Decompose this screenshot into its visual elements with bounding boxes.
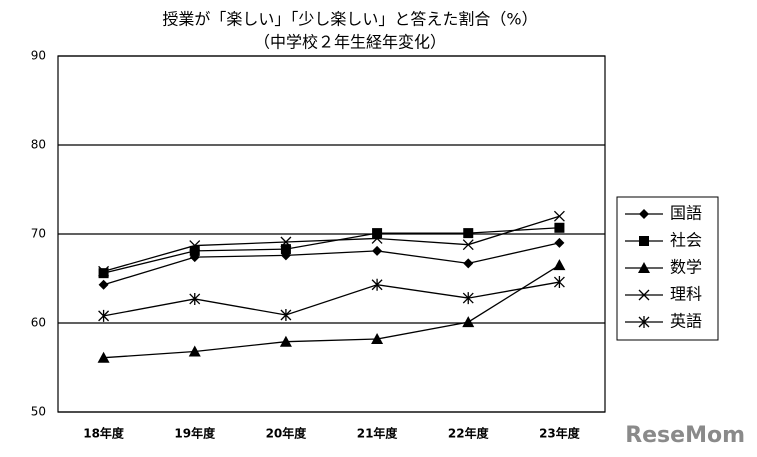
marker	[372, 228, 383, 239]
legend-marker	[638, 262, 650, 273]
marker	[554, 222, 565, 233]
legend-marker	[639, 209, 649, 219]
x-tick-label: 19年度	[174, 426, 216, 441]
marker	[280, 236, 292, 248]
legend-label: 数学	[670, 258, 702, 277]
series-line	[103, 215, 560, 273]
marker	[98, 309, 110, 322]
marker	[98, 279, 109, 290]
y-tick-label: 70	[31, 227, 46, 241]
marker	[189, 292, 201, 305]
marker	[553, 210, 565, 222]
marker	[189, 245, 200, 256]
marker	[462, 316, 475, 328]
watermark: ReseMom	[625, 423, 745, 448]
marker	[554, 237, 565, 248]
legend-marker	[638, 289, 650, 301]
marker	[279, 335, 292, 347]
y-tick-label: 80	[31, 138, 46, 152]
series-line	[103, 264, 560, 359]
x-tick-label: 23年度	[539, 426, 581, 441]
marker	[462, 239, 474, 251]
marker	[462, 292, 474, 305]
legend-label: 英語	[670, 312, 702, 331]
legend-marker	[638, 316, 650, 328]
marker	[97, 351, 110, 363]
chart-subtitle: （中学校２年生経年変化）	[254, 33, 446, 52]
x-tick-label: 20年度	[266, 426, 308, 441]
marker	[98, 268, 109, 279]
marker	[189, 252, 200, 263]
marker	[371, 232, 383, 244]
legend-label: 理科	[670, 285, 702, 304]
x-tick-label: 21年度	[357, 426, 399, 441]
marker	[280, 244, 291, 255]
legend-label: 国語	[670, 204, 702, 223]
y-tick-label: 50	[31, 405, 46, 419]
marker	[189, 240, 201, 252]
marker	[463, 258, 474, 269]
marker	[371, 278, 383, 291]
series-line	[103, 242, 560, 286]
legend-label: 社会	[670, 231, 702, 250]
marker	[98, 265, 110, 277]
marker	[371, 333, 384, 345]
chart-title: 授業が「楽しい」「少し楽しい」と答えた割合（%）	[162, 10, 537, 29]
series-line	[103, 281, 560, 317]
x-tick-label: 22年度	[448, 426, 490, 441]
marker	[463, 228, 474, 239]
x-tick-label: 18年度	[83, 426, 125, 441]
legend-marker	[639, 236, 649, 246]
marker	[280, 308, 292, 321]
marker	[372, 245, 383, 256]
marker	[553, 276, 565, 289]
series-line	[103, 227, 560, 274]
marker	[188, 345, 201, 357]
y-tick-label: 60	[31, 316, 46, 330]
y-tick-label: 90	[31, 49, 46, 63]
marker	[553, 259, 566, 271]
